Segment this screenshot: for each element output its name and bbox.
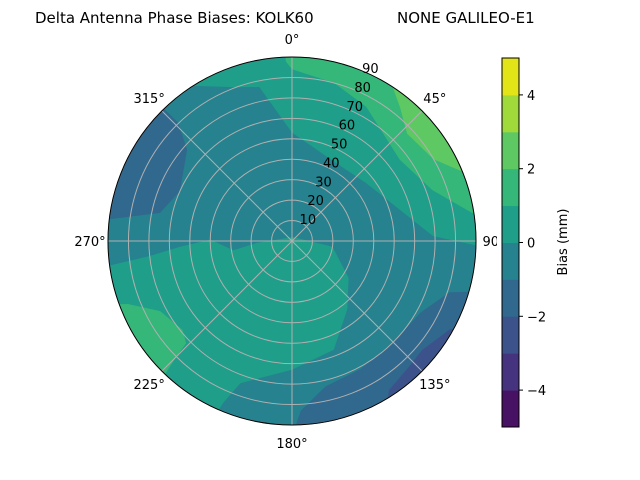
angle-tick-label: 315° [134, 92, 165, 107]
colorbar-tick-label: −4 [527, 384, 546, 399]
colorbar-tick-label: −2 [527, 310, 546, 325]
polar-frame [107, 56, 477, 426]
angle-tick-label: 180° [276, 437, 307, 452]
colorbar-band [502, 316, 519, 354]
contour-region [108, 100, 188, 221]
radial-tick-label: 30 [315, 175, 332, 190]
contour-region [292, 291, 476, 425]
colorbar-band [502, 94, 519, 133]
colorbar-band [502, 242, 519, 280]
colorbar-band [502, 205, 519, 243]
angle-tick-label: 0° [285, 33, 300, 48]
colorbar-tick-label: 0 [527, 237, 535, 252]
angular-gridline [161, 110, 293, 242]
angle-tick-label: 45° [423, 92, 446, 107]
radial-tick-label: 20 [307, 194, 324, 209]
polar-grid [107, 56, 477, 426]
radial-tick-labels: 10 20 30 40 50 60 70 80 90 [300, 62, 379, 228]
radial-tick-label: 60 [339, 119, 356, 134]
angle-tick-label: 225° [134, 378, 165, 393]
colorbar-band [502, 58, 519, 96]
colorbar-band [502, 131, 519, 170]
colorbar-tick-label: 4 [527, 89, 535, 104]
radial-tick-label: 10 [300, 213, 317, 228]
radial-tick-label: 70 [346, 100, 363, 115]
radial-tick-label: 80 [354, 81, 371, 96]
angle-tick-label: 270° [74, 235, 105, 250]
angular-gridline [291, 110, 423, 242]
chart-title-right: NONE GALILEO-E1 [397, 9, 535, 27]
colorbar-band [502, 353, 519, 391]
colorbar-tick-label: 2 [527, 163, 535, 178]
colorbar-band [502, 390, 519, 428]
colorbar-band [502, 279, 519, 317]
radial-tick-label: 90 [362, 62, 379, 77]
chart-title-left: Delta Antenna Phase Biases: KOLK60 [35, 9, 314, 27]
angular-gridline [291, 240, 423, 372]
colorbar-label: Bias (mm) [556, 209, 571, 276]
colorbar-band [502, 168, 519, 207]
colorbar: −4 −2 0 2 4 Bias (mm) [497, 50, 571, 435]
angle-tick-label: 135° [419, 378, 450, 393]
radial-tick-label: 50 [331, 138, 348, 153]
angular-gridline [161, 240, 293, 372]
angle-tick-labels: 0°45°90°135°180°225°270°315° [74, 33, 505, 452]
radial-tick-label: 40 [323, 156, 340, 171]
